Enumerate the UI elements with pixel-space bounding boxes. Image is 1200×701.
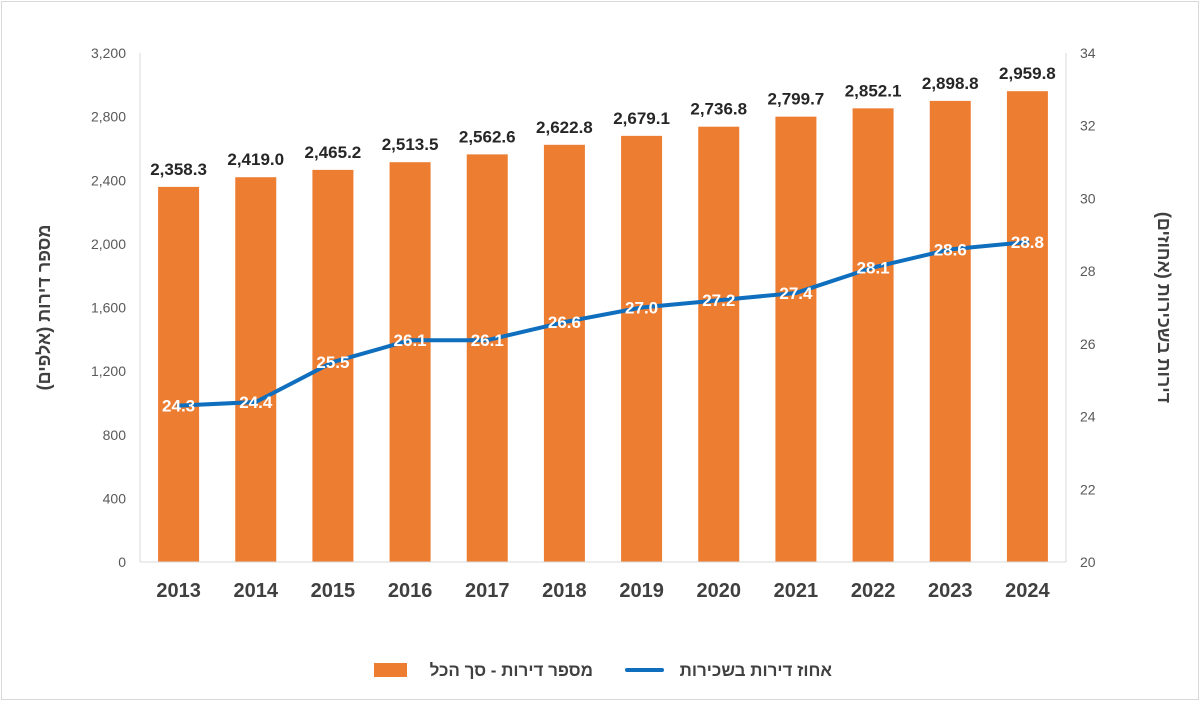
y-right-axis-title: דירות בשכירות (אחוזים) bbox=[1154, 212, 1174, 403]
legend-label-bar: מספר דירות - סך הכל bbox=[430, 661, 593, 680]
bar-2023 bbox=[929, 100, 971, 563]
bar-2017 bbox=[466, 154, 508, 562]
bar-value-label-2020: 2,736.8 bbox=[690, 100, 747, 119]
legend-label-line: אחוז דירות בשכירות bbox=[680, 661, 833, 680]
bar-2022 bbox=[852, 108, 894, 563]
line-point-2024 bbox=[1025, 240, 1030, 245]
x-tick-label-2015: 2015 bbox=[311, 580, 356, 602]
bar-value-label-2013: 2,358.3 bbox=[150, 160, 207, 179]
bar-2013 bbox=[158, 186, 200, 562]
y-left-tick-label: 400 bbox=[103, 490, 127, 506]
line-point-2015 bbox=[330, 360, 335, 365]
line-value-label-2020: 27.2 bbox=[702, 291, 735, 310]
y-right-tick-label: 26 bbox=[1080, 336, 1096, 352]
y-left-axis-title: מספר דירות (אלפים) bbox=[34, 225, 54, 391]
x-tick-label-2024: 2024 bbox=[1005, 580, 1050, 602]
x-tick-label-2021: 2021 bbox=[774, 580, 819, 602]
rental-percent-line bbox=[176, 240, 1030, 408]
line-value-label-2014: 24.4 bbox=[239, 393, 273, 412]
line-point-2020 bbox=[716, 298, 721, 303]
line-series bbox=[176, 240, 1030, 408]
bar-value-label-2021: 2,799.7 bbox=[768, 90, 825, 109]
y-left-tick-label: 800 bbox=[103, 427, 127, 443]
bar-value-label-2019: 2,679.1 bbox=[613, 109, 670, 128]
line-value-label-2019: 27.0 bbox=[625, 299, 658, 318]
y-left-tick-label: 2,000 bbox=[91, 236, 126, 252]
line-point-2014 bbox=[253, 400, 258, 405]
y-right-tick-label: 30 bbox=[1080, 190, 1096, 206]
line-value-label-2024: 28.8 bbox=[1011, 233, 1044, 252]
line-value-label-2013: 24.3 bbox=[162, 397, 195, 416]
y-right-tick-label: 24 bbox=[1080, 409, 1096, 425]
bar-value-label-2014: 2,419.0 bbox=[227, 150, 284, 169]
y-right-tick-label: 28 bbox=[1080, 263, 1096, 279]
y-right-tick-label: 32 bbox=[1080, 118, 1096, 134]
y-left-tick-label: 1,600 bbox=[91, 300, 126, 316]
line-value-label-2015: 25.5 bbox=[316, 353, 349, 372]
bar-value-label-2024: 2,959.8 bbox=[999, 64, 1056, 83]
x-tick-label-2018: 2018 bbox=[542, 580, 587, 602]
x-tick-label-2013: 2013 bbox=[156, 580, 201, 602]
line-point-2013 bbox=[176, 403, 181, 408]
line-point-2019 bbox=[639, 305, 644, 310]
y-left-tick-label: 0 bbox=[118, 554, 126, 570]
bar-2015 bbox=[312, 169, 354, 562]
line-point-2017 bbox=[485, 338, 490, 343]
y-left-tick-label: 2,800 bbox=[91, 109, 126, 125]
bar-2024 bbox=[1006, 91, 1048, 562]
line-value-label-2016: 26.1 bbox=[394, 331, 427, 350]
x-tick-label-2016: 2016 bbox=[388, 580, 433, 602]
bar-value-label-2015: 2,465.2 bbox=[305, 143, 362, 162]
line-point-2016 bbox=[408, 338, 413, 343]
y-right-tick-label: 22 bbox=[1080, 481, 1096, 497]
y-left-tick-label: 2,400 bbox=[91, 172, 126, 188]
bar-2014 bbox=[235, 177, 277, 562]
x-tick-label-2014: 2014 bbox=[234, 580, 279, 602]
line-point-2023 bbox=[948, 247, 953, 252]
line-value-label-2018: 26.6 bbox=[548, 313, 581, 332]
data-labels: 2,358.3 2,419.0 2,465.2 2,513.5 2,562.6 2,622… bbox=[150, 64, 1056, 415]
bar-2021 bbox=[775, 116, 817, 562]
x-tick-label-2020: 2020 bbox=[697, 580, 742, 602]
axes: 04008001,2001,6002,0002,4002,8003,200202… bbox=[91, 45, 1096, 602]
bar-value-label-2022: 2,852.1 bbox=[845, 81, 902, 100]
bar-value-label-2023: 2,898.8 bbox=[922, 74, 979, 93]
bar-series bbox=[158, 91, 1048, 563]
line-value-label-2022: 28.1 bbox=[857, 259, 890, 278]
line-value-label-2021: 27.4 bbox=[779, 284, 813, 303]
bar-2018 bbox=[543, 144, 585, 563]
line-point-2021 bbox=[793, 290, 798, 295]
bar-2020 bbox=[698, 126, 740, 563]
bar-2019 bbox=[621, 135, 663, 562]
y-left-tick-label: 3,200 bbox=[91, 45, 126, 61]
y-right-tick-label: 34 bbox=[1080, 45, 1096, 61]
axis-titles: מספר דירות (אלפים) דירות בשכירות (אחוזים) bbox=[34, 212, 1174, 403]
x-tick-label-2023: 2023 bbox=[928, 580, 973, 602]
line-value-label-2023: 28.6 bbox=[934, 240, 967, 259]
line-point-2022 bbox=[871, 265, 876, 270]
bar-value-label-2016: 2,513.5 bbox=[382, 135, 439, 154]
y-left-tick-label: 1,200 bbox=[91, 363, 126, 379]
x-tick-label-2019: 2019 bbox=[619, 580, 664, 602]
x-tick-label-2017: 2017 bbox=[465, 580, 510, 602]
bar-value-label-2017: 2,562.6 bbox=[459, 127, 516, 146]
y-right-tick-label: 20 bbox=[1080, 554, 1096, 570]
legend: אחוז דירות בשכירות מספר דירות - סך הכל bbox=[374, 661, 832, 680]
line-value-label-2017: 26.1 bbox=[471, 331, 504, 350]
bar-2016 bbox=[389, 162, 431, 562]
legend-box-marker bbox=[374, 663, 407, 677]
bar-value-label-2018: 2,622.8 bbox=[536, 118, 593, 137]
x-tick-label-2022: 2022 bbox=[851, 580, 896, 602]
line-point-2018 bbox=[562, 320, 567, 325]
